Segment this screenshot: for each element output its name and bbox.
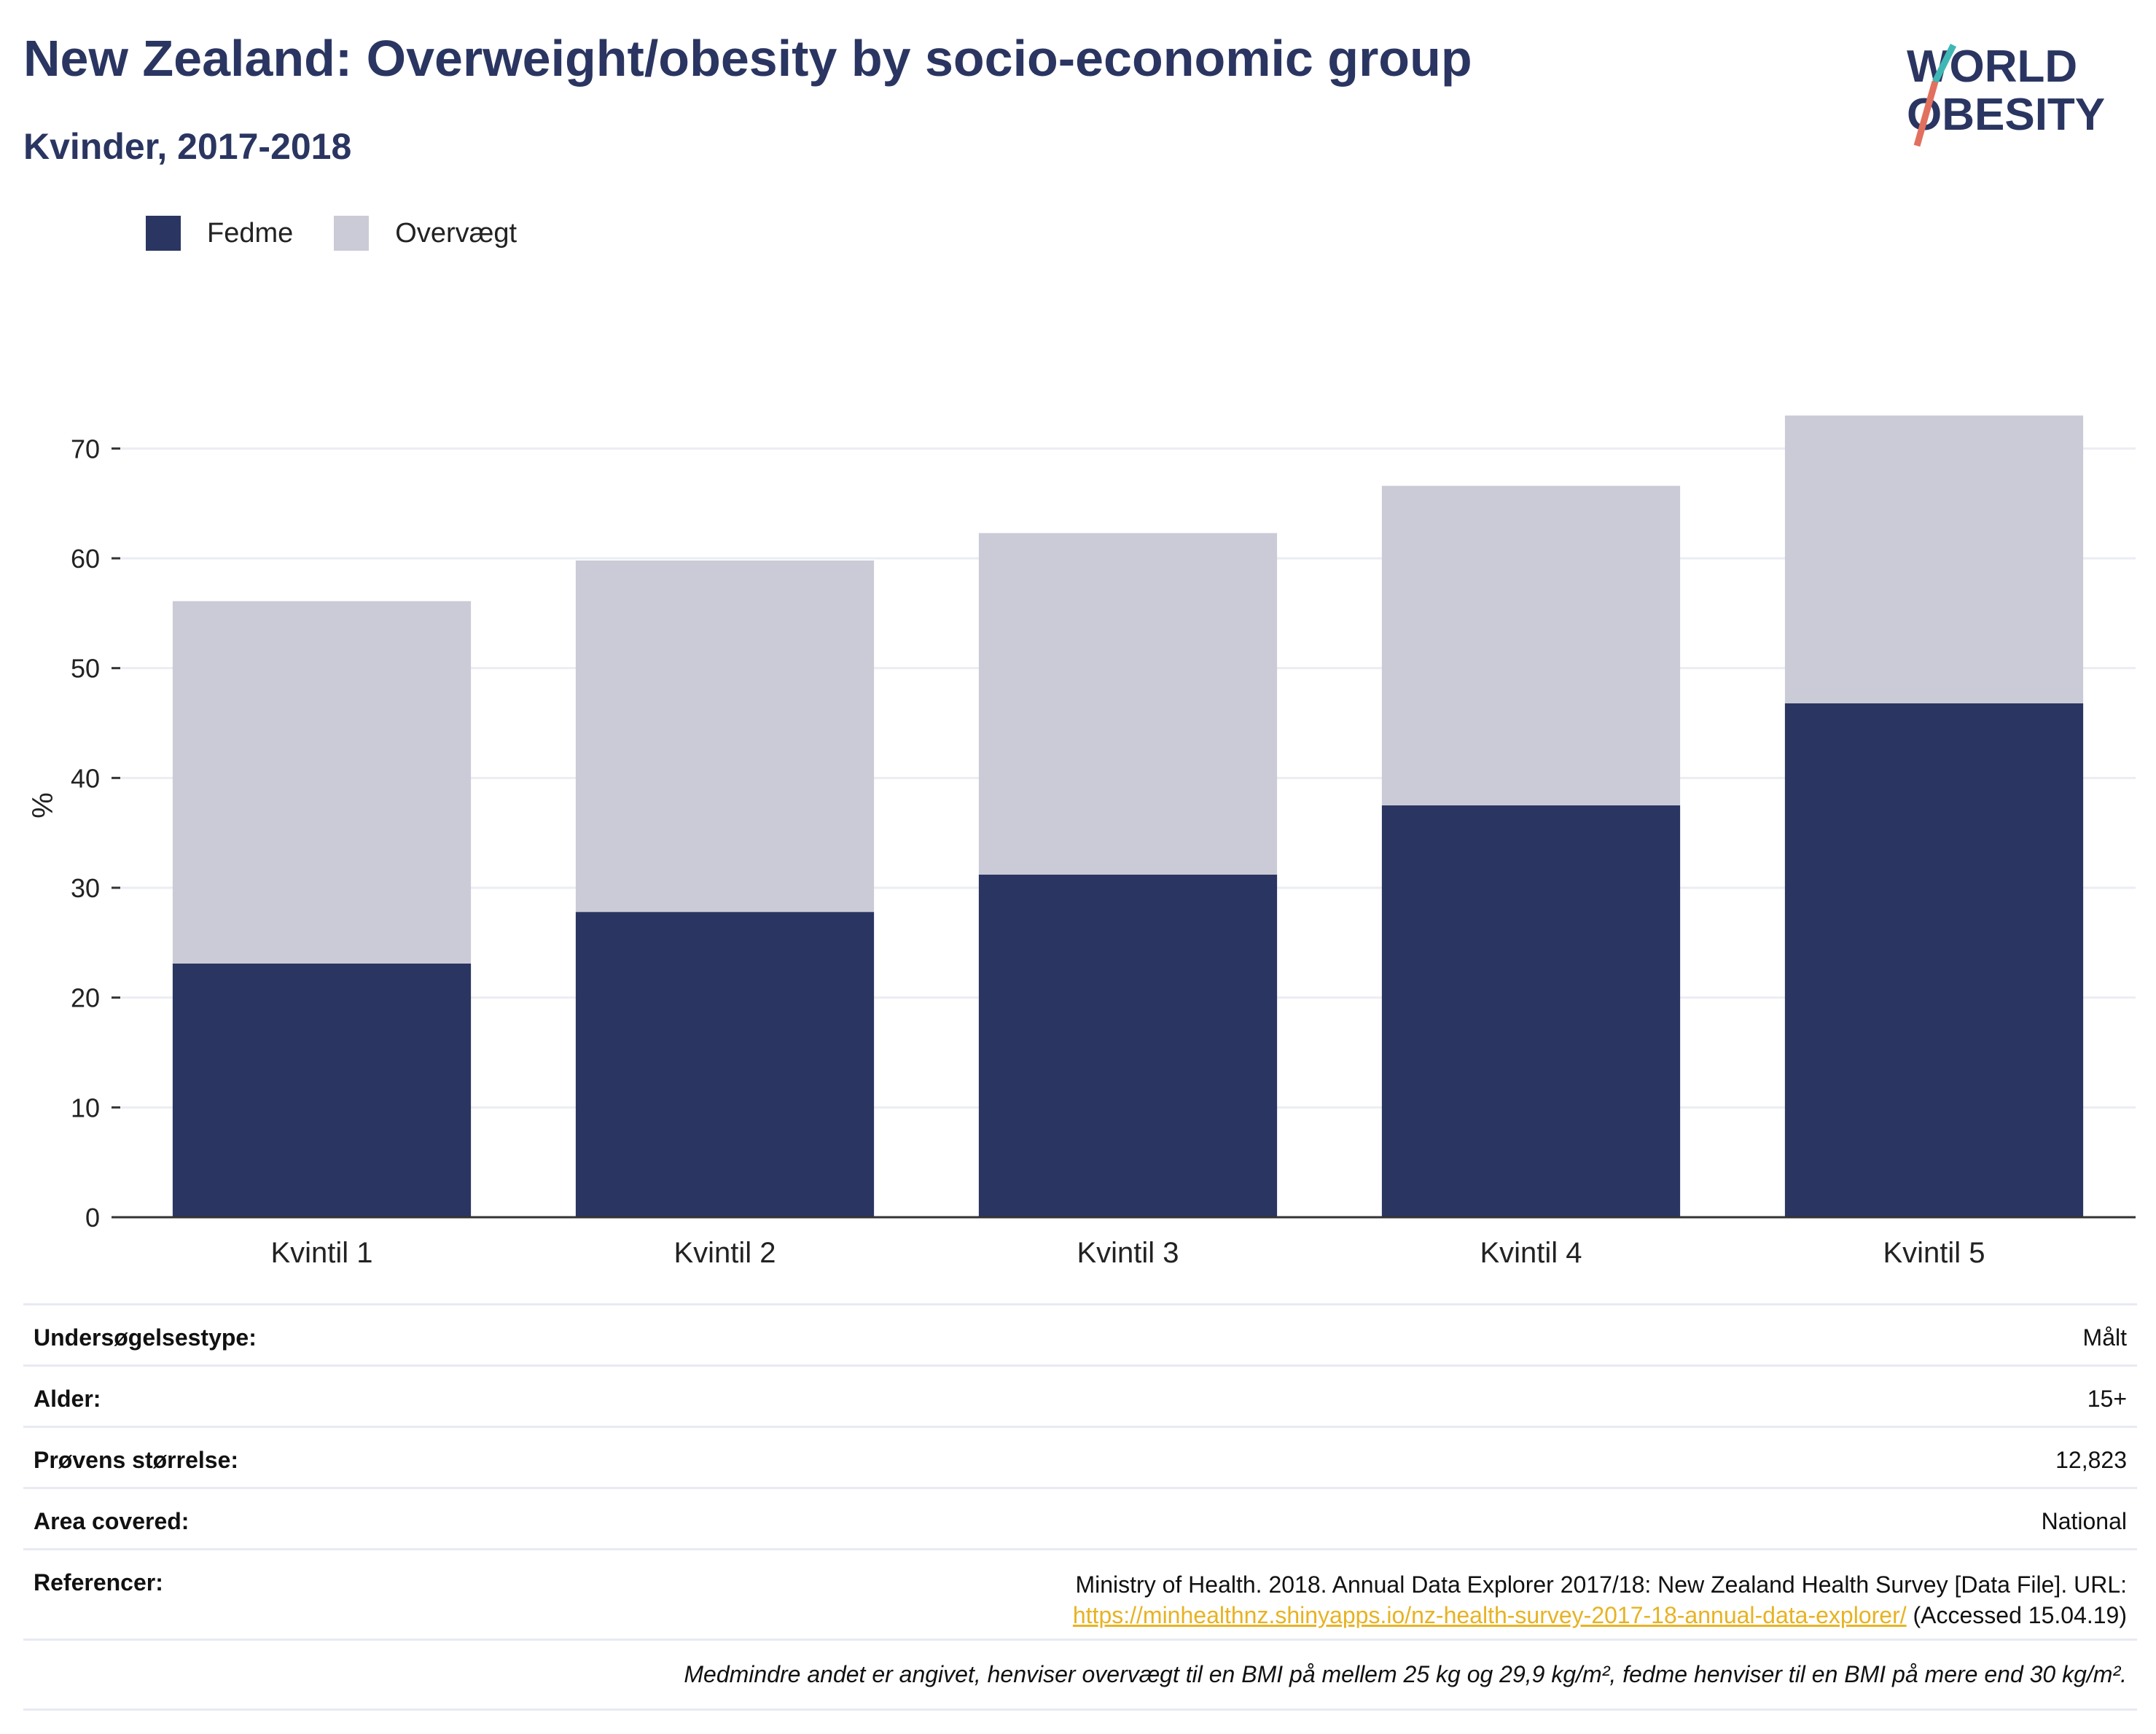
info-row-survey-type: Undersøgelsestype: Målt [23, 1303, 2137, 1364]
x-tick-label: Kvintil 2 [673, 1237, 776, 1269]
x-tick-label: Kvintil 4 [1480, 1237, 1582, 1269]
bar-overvaegt-3 [978, 533, 1278, 875]
logo-slash-coral [1913, 80, 1939, 147]
y-tick-label: 40 [71, 763, 100, 793]
info-table: Undersøgelsestype: Målt Alder: 15+ Prøve… [23, 1303, 2137, 1711]
info-value: 12,823 [2055, 1447, 2127, 1473]
bar-fedme-2 [575, 912, 875, 1217]
bar-overvaegt-5 [1784, 415, 2084, 703]
x-tick-label: Kvintil 3 [1077, 1237, 1179, 1269]
definition-note: Medmindre andet er angivet, henviser ove… [23, 1639, 2137, 1711]
info-row-references: Referencer: Ministry of Health. 2018. An… [23, 1548, 2137, 1639]
legend-swatch-fedme [146, 216, 181, 251]
bar-fedme-3 [978, 874, 1278, 1217]
reference-text-block: Ministry of Health. 2018. Annual Data Ex… [1073, 1569, 2127, 1630]
legend-item-fedme[interactable]: Fedme [146, 216, 293, 251]
info-value: 15+ [2087, 1386, 2127, 1412]
reference-accessed: (Accessed 15.04.19) [1913, 1602, 2128, 1628]
logo-line2: OBESITY [1907, 90, 2105, 140]
info-value: Målt [2082, 1324, 2127, 1351]
info-key: Prøvens størrelse: [34, 1447, 239, 1473]
info-row-sample-size: Prøvens størrelse: 12,823 [23, 1426, 2137, 1487]
reference-text: Ministry of Health. 2018. Annual Data Ex… [1075, 1571, 2127, 1598]
chart-subtitle: Kvinder, 2017-2018 [23, 126, 352, 167]
world-obesity-logo: WORLD OBESITY [1907, 42, 2105, 147]
info-key: Alder: [34, 1386, 101, 1412]
x-tick-label: Kvintil 1 [270, 1237, 372, 1269]
info-value: National [2041, 1508, 2127, 1534]
legend-item-overvaegt[interactable]: Overvægt [334, 216, 517, 251]
info-key: Area covered: [34, 1508, 190, 1534]
y-tick-label: 20 [71, 983, 100, 1013]
bar-overvaegt-2 [575, 561, 875, 913]
y-axis-label: % [27, 792, 59, 819]
info-row-area: Area covered: National [23, 1487, 2137, 1548]
legend-label-fedme: Fedme [207, 217, 294, 249]
bar-fedme-4 [1381, 805, 1681, 1217]
bar-overvaegt-4 [1381, 485, 1681, 805]
y-tick-label: 0 [85, 1203, 100, 1233]
stacked-bar-chart: 0 10 20 30 40 50 60 70% Kvintil 1 Kvintil 2 Kvinti… [27, 415, 2136, 1269]
legend-swatch-overvaegt [334, 216, 370, 251]
bar-fedme-5 [1784, 703, 2084, 1217]
y-tick-label: 10 [71, 1093, 100, 1122]
reference-link[interactable]: https://minhealthnz.shinyapps.io/nz-heal… [1072, 1602, 1907, 1628]
info-key: Undersøgelsestype: [34, 1324, 257, 1351]
info-key: Referencer: [34, 1569, 163, 1596]
y-tick-label: 70 [71, 434, 100, 464]
y-tick-label: 60 [71, 544, 100, 574]
info-row-age: Alder: 15+ [23, 1364, 2137, 1426]
legend-label-overvaegt: Overvægt [395, 217, 517, 249]
chart-legend: Fedme Overvægt [146, 216, 558, 251]
bar-overvaegt-1 [172, 601, 472, 964]
logo-slash-teal [1932, 43, 1957, 84]
x-tick-label: Kvintil 5 [1883, 1237, 1985, 1269]
bar-fedme-1 [172, 963, 472, 1217]
y-tick-label: 30 [71, 873, 100, 903]
chart-title: New Zealand: Overweight/obesity by socio… [23, 30, 1472, 87]
y-tick-label: 50 [71, 654, 100, 684]
